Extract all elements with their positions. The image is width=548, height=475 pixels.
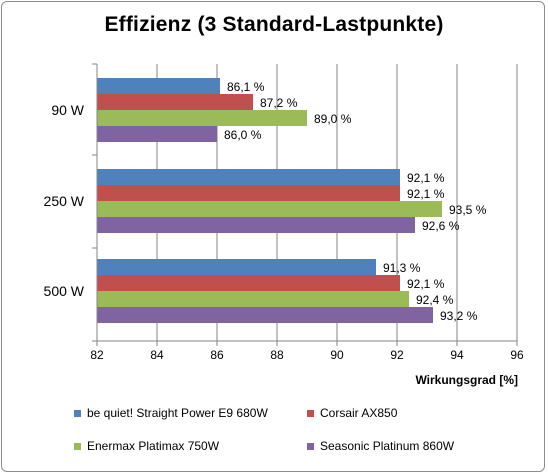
data-label: 89,0 % <box>314 112 352 126</box>
x-tick-label: 94 <box>450 348 464 362</box>
data-label: 87,2 % <box>260 96 298 110</box>
category-label: 250 W <box>44 193 85 209</box>
legend-label: Enermax Platimax 750W <box>87 439 220 453</box>
category-label: 500 W <box>44 283 85 299</box>
x-axis-title: Wirkungsgrad [%] <box>415 373 518 387</box>
data-label: 92,1 % <box>407 171 445 185</box>
legend-item: be quiet! Straight Power E9 680W <box>74 406 268 420</box>
x-tick-label: 90 <box>330 348 344 362</box>
legend-label: Corsair AX850 <box>320 406 398 420</box>
bar <box>97 275 400 291</box>
legend-label: Seasonic Platinum 860W <box>320 439 455 453</box>
x-tick-label: 92 <box>390 348 404 362</box>
bar <box>97 78 220 94</box>
category-label: 90 W <box>51 102 84 118</box>
bar <box>97 259 376 275</box>
bar <box>97 94 253 110</box>
x-tick-label: 86 <box>210 348 224 362</box>
legend-swatch <box>307 443 314 450</box>
chart-title: Effizienz (3 Standard-Lastpunkte) <box>104 13 444 36</box>
bar <box>97 291 409 307</box>
x-tick-label: 96 <box>510 348 524 362</box>
legend-swatch <box>74 443 81 450</box>
bar <box>97 307 433 323</box>
chart-legend: be quiet! Straight Power E9 680W Corsair … <box>60 399 490 461</box>
bar <box>97 217 415 233</box>
bar <box>97 126 217 142</box>
bar <box>97 185 400 201</box>
data-label: 92,4 % <box>416 293 454 307</box>
data-label: 93,5 % <box>449 203 487 217</box>
data-label: 92,1 % <box>407 277 445 291</box>
bar <box>97 110 307 126</box>
legend-swatch <box>74 410 81 417</box>
legend-item: Enermax Platimax 750W <box>74 439 219 453</box>
data-label: 86,0 % <box>224 128 262 142</box>
x-tick-label: 88 <box>270 348 284 362</box>
x-tick-label: 82 <box>90 348 104 362</box>
data-label: 92,1 % <box>407 187 445 201</box>
legend-label: be quiet! Straight Power E9 680W <box>87 406 268 420</box>
bar <box>97 201 442 217</box>
data-label: 93,2 % <box>440 309 478 323</box>
x-tick-label: 84 <box>150 348 164 362</box>
legend-swatch <box>307 410 314 417</box>
data-label: 91,3 % <box>383 261 421 275</box>
legend-item: Seasonic Platinum 860W <box>307 439 454 453</box>
data-label: 92,6 % <box>422 219 460 233</box>
legend-item: Corsair AX850 <box>307 406 397 420</box>
data-label: 86,1 % <box>227 80 265 94</box>
bar <box>97 169 400 185</box>
